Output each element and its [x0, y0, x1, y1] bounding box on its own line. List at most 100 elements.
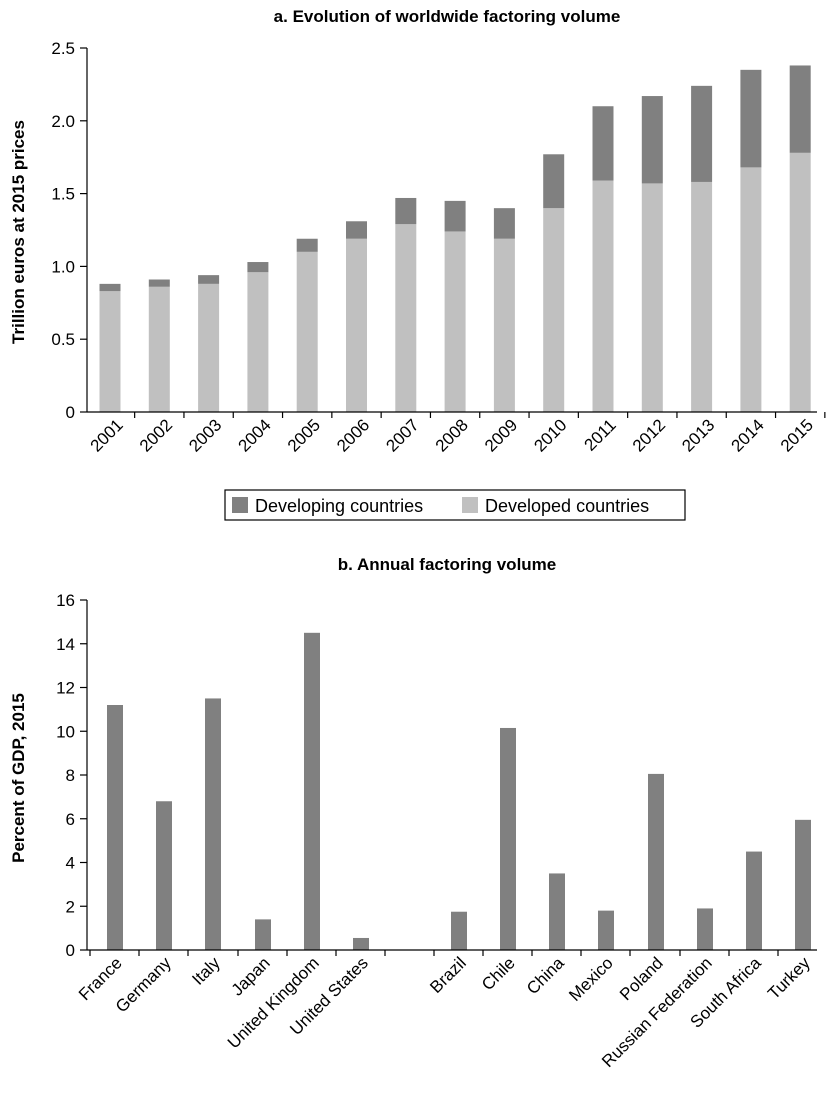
x-tick-label: 2013: [678, 415, 718, 455]
y-tick-label: 0: [66, 403, 75, 422]
bar-united-kingdom: [304, 632, 320, 950]
legend-swatch-developed: [462, 497, 478, 513]
x-tick-label: 2009: [481, 415, 521, 455]
bar-developed-2015: [789, 152, 811, 412]
bar-developing-2006: [346, 221, 367, 239]
bar-developing-2002: [148, 279, 170, 287]
bar-turkey: [795, 819, 811, 950]
chart-a-legend: Developing countries Developed countries: [224, 489, 686, 521]
chart-a-y-axis-label: Trillion euros at 2015 prices: [9, 120, 28, 344]
chart-a-title: a. Evolution of worldwide factoring volu…: [274, 7, 621, 26]
x-tick-label: 2001: [87, 415, 127, 455]
y-tick-label: 2: [66, 897, 75, 916]
bar-developing-2004: [247, 262, 269, 273]
chart-a-axes: [86, 48, 826, 418]
bar-china: [549, 873, 565, 950]
chart-b-bars: [107, 632, 811, 950]
legend-swatch-developing: [232, 497, 248, 513]
y-tick-label: 2.0: [51, 112, 75, 131]
chart-b-y-axis-label: Percent of GDP, 2015: [9, 693, 28, 863]
bar-developed-2004: [247, 272, 269, 412]
bar-developing-2001: [99, 283, 121, 292]
y-tick-label: 1.0: [51, 257, 75, 276]
bar-developing-2015: [789, 65, 811, 153]
chart-b-axes: [86, 600, 817, 956]
chart-b: b. Annual factoring volume Percent of GD…: [9, 555, 817, 1071]
bar-developing-2013: [691, 85, 713, 182]
y-tick-label: 14: [56, 635, 75, 654]
bar-developing-2014: [740, 69, 762, 168]
bar-developed-2010: [543, 208, 565, 412]
x-tick-label: 2005: [284, 415, 324, 455]
chart-a-y-ticks: 0 0.5 1.0 1.5 2.0 2.5: [51, 39, 87, 422]
x-tick-label: Japan: [228, 953, 274, 999]
bar-united-states: [353, 937, 369, 950]
bar-developing-2010: [543, 154, 565, 209]
bar-developing-2009: [493, 208, 515, 239]
bar-developing-2007: [395, 197, 417, 225]
x-tick-label: Italy: [188, 953, 224, 989]
chart-a-x-ticks: 2001 2002 2003 2004 2005 2006 2007 2008 2009 2010…: [87, 415, 817, 455]
x-tick-label: Turkey: [764, 953, 814, 1003]
y-tick-label: 0: [66, 941, 75, 960]
x-tick-label: 2012: [629, 415, 669, 455]
x-tick-label: 2003: [185, 415, 225, 455]
x-tick-label: Mexico: [565, 953, 617, 1005]
y-tick-label: 16: [56, 591, 75, 610]
bar-mexico: [598, 910, 614, 950]
bar-developed-2008: [444, 231, 466, 412]
x-tick-label: 2008: [432, 415, 472, 455]
bar-developed-2003: [198, 283, 220, 412]
bar-developed-2009: [493, 238, 515, 412]
bar-developing-2003: [198, 275, 220, 284]
bar-germany: [156, 801, 172, 950]
x-tick-label: 2015: [777, 415, 817, 455]
bar-developing-2011: [592, 106, 614, 181]
bar-developed-2011: [592, 180, 614, 412]
legend-label-developed: Developed countries: [485, 496, 649, 516]
bar-developed-2002: [148, 286, 170, 412]
x-tick-label: China: [523, 953, 568, 998]
bar-developing-2008: [444, 200, 466, 232]
x-tick-label: 2007: [382, 415, 422, 455]
bar-france: [107, 705, 123, 950]
x-tick-label: 2006: [333, 415, 373, 455]
bar-south-africa: [746, 851, 762, 950]
y-tick-label: 2.5: [51, 39, 75, 58]
bar-japan: [255, 919, 271, 950]
legend-label-developing: Developing countries: [255, 496, 423, 516]
chart-b-y-ticks: 0 2 4 6 8 10 12 14 16: [56, 591, 87, 960]
y-tick-label: 0.5: [51, 330, 75, 349]
bar-developed-2006: [346, 238, 367, 412]
bar-brazil: [451, 911, 467, 950]
bar-developing-2005: [296, 238, 318, 252]
bar-poland: [648, 773, 664, 950]
bar-chile: [500, 727, 516, 950]
y-tick-label: 6: [66, 810, 75, 829]
y-tick-label: 10: [56, 722, 75, 741]
bar-developed-2013: [691, 181, 713, 412]
bar-russian-federation: [697, 908, 713, 950]
y-tick-label: 12: [56, 679, 75, 698]
bar-developed-2014: [740, 167, 762, 412]
legend-frame: [224, 489, 686, 521]
bar-developed-2012: [641, 183, 663, 412]
chart-a-bars: [99, 65, 811, 412]
y-tick-label: 8: [66, 766, 75, 785]
bar-developed-2001: [99, 291, 121, 412]
y-tick-label: 1.5: [51, 185, 75, 204]
x-tick-label: 2002: [136, 415, 176, 455]
x-tick-label: 2014: [728, 415, 768, 455]
x-tick-label: 2004: [235, 415, 275, 455]
bar-italy: [205, 698, 221, 950]
y-tick-label: 4: [66, 854, 75, 873]
x-tick-label: Brazil: [426, 953, 469, 996]
bar-developed-2007: [395, 224, 417, 412]
chart-a: a. Evolution of worldwide factoring volu…: [9, 7, 826, 521]
bar-developed-2005: [296, 251, 318, 412]
chart-b-title: b. Annual factoring volume: [338, 555, 557, 574]
bar-developing-2012: [641, 96, 663, 184]
x-tick-label: Chile: [478, 953, 519, 994]
